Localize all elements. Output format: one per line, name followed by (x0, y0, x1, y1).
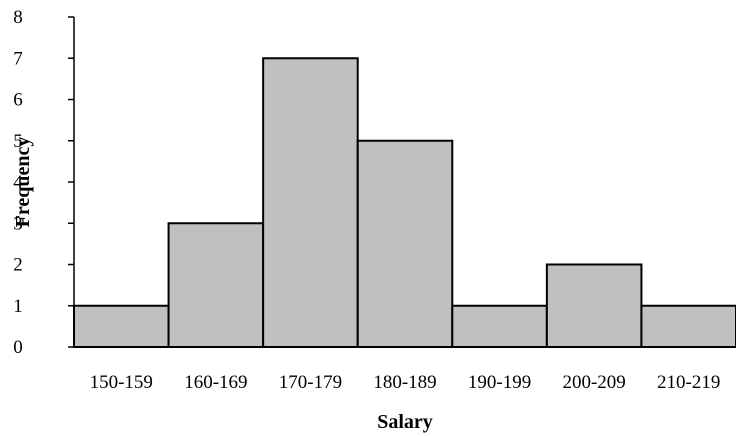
y-tick-label: 0 (13, 337, 23, 358)
y-axis-title: Frequency (12, 137, 34, 228)
y-tick-label: 2 (13, 255, 23, 276)
x-tick-label: 150-159 (90, 372, 153, 393)
y-ticks: 0 1 2 3 4 5 6 7 8 (13, 7, 74, 358)
bar-180-189 (356, 139, 454, 348)
x-axis-title: Salary (377, 411, 433, 433)
x-tick-label: 170-179 (279, 372, 342, 393)
bar-170-179 (262, 57, 359, 348)
y-tick-label: 4 (13, 172, 23, 193)
x-tick-label: 200-209 (562, 372, 625, 393)
x-tick-label: 210-219 (657, 372, 720, 393)
y-tick-label: 7 (13, 48, 23, 69)
y-tick-label: 8 (13, 7, 23, 28)
bar-210-219 (640, 304, 736, 348)
y-tick-label: 6 (13, 90, 23, 111)
bar-190-199 (451, 304, 548, 348)
x-tick-label: 190-199 (468, 372, 531, 393)
x-tick-label: 180-189 (373, 372, 436, 393)
x-tick-label: 160-169 (184, 372, 247, 393)
bar-150-159 (73, 304, 170, 348)
y-tick-label: 5 (13, 131, 23, 152)
y-tick-label: 1 (13, 296, 23, 317)
bar-160-169 (167, 222, 265, 348)
x-tick-labels: 150-159 160-169 170-179 180-189 190-199 200-2… (90, 372, 721, 393)
bars-layer (73, 57, 736, 348)
y-tick-label: 3 (13, 213, 23, 234)
bar-200-209 (545, 263, 643, 348)
